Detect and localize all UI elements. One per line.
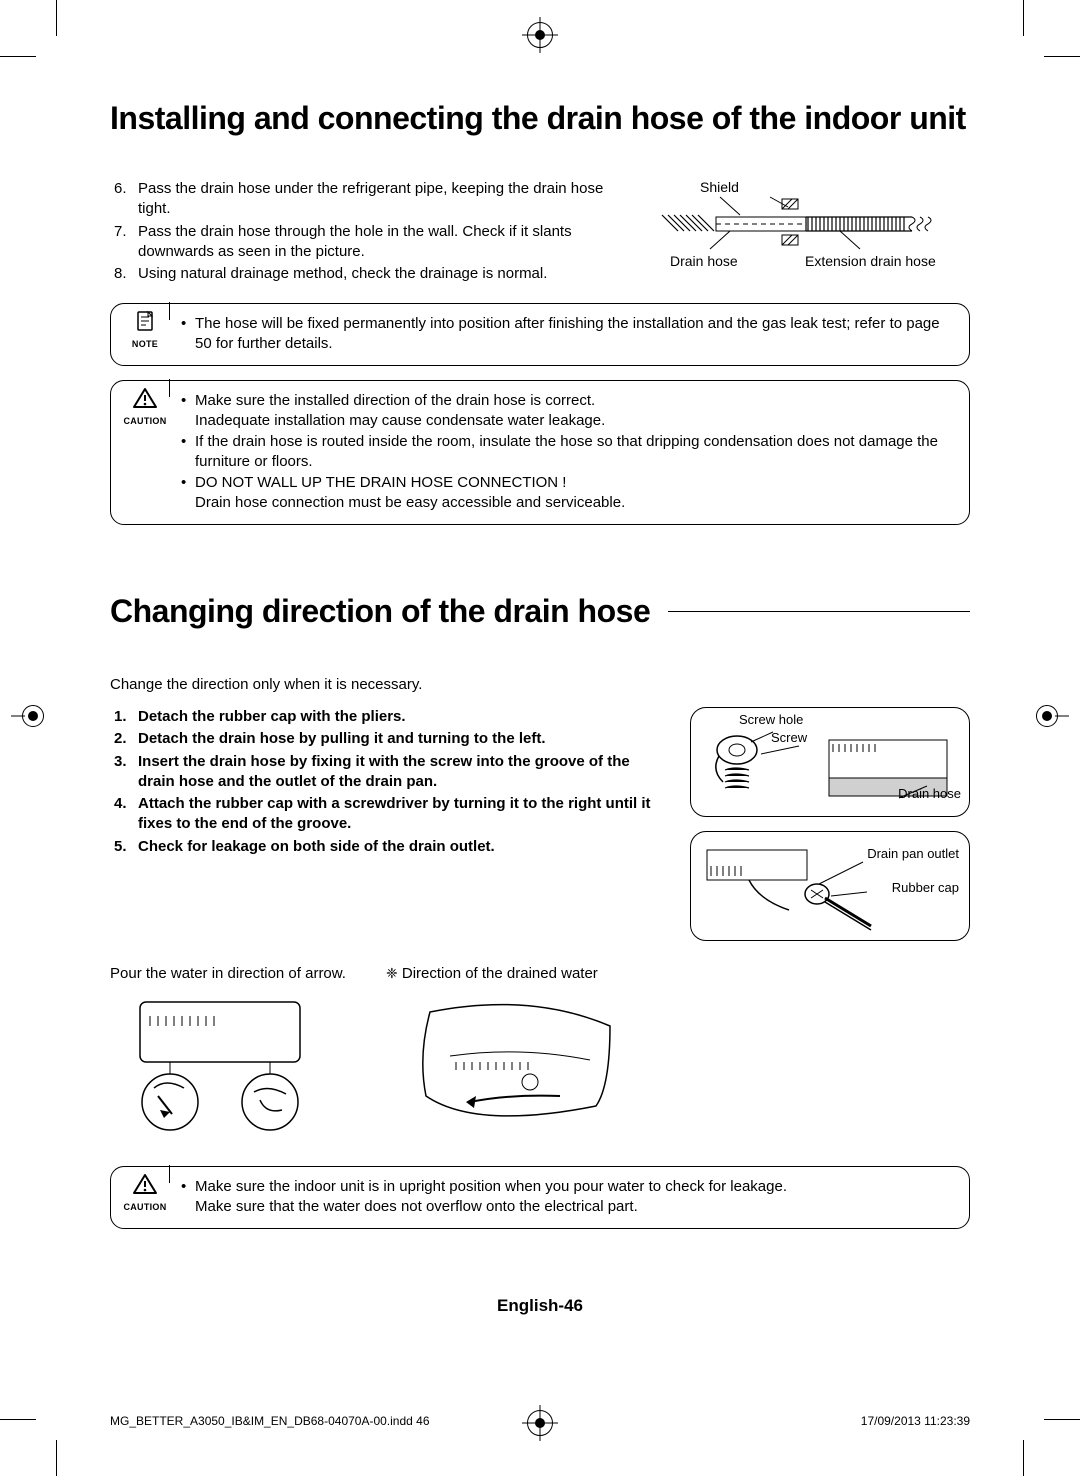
pour-left-text: Pour the water in direction of arrow. [110,965,346,982]
step-number: 4. [110,794,138,835]
steps-and-figures: 1.Detach the rubber cap with the pliers.… [110,707,970,941]
section-heading: Installing and connecting the drain hose… [110,100,966,137]
figure-label: Extension drain hose [805,253,936,269]
figure-label: Screw hole [739,712,803,727]
step-text: Detach the drain hose by pulling it and … [138,729,546,749]
step-number: 5. [110,837,138,857]
crop-mark [1023,1440,1024,1476]
crop-mark [1023,0,1024,36]
steps-and-figure: 6.Pass the drain hose under the refriger… [110,179,970,289]
figure-label: Drain hose [670,253,738,269]
caution-item: Make sure the installed direction of the… [181,391,955,430]
step-item: 5.Check for leakage on both side of the … [110,837,666,857]
figure-label: Shield [700,179,739,195]
pour-figure-right [410,992,630,1142]
callout-separator [169,379,170,397]
page-content: Installing and connecting the drain hose… [110,100,970,1316]
note-label: NOTE [132,339,158,349]
direction-symbol: ❈ [386,965,398,981]
step-item: 7.Pass the drain hose through the hole i… [110,222,622,263]
screw-figure: Screw hole Screw Drain hose [690,707,970,817]
pour-caption-row: Pour the water in direction of arrow. ❈ … [110,965,970,982]
pour-diagram-right [410,992,630,1142]
print-metadata: MG_BETTER_A3050_IB&IM_EN_DB68-04070A-00.… [110,1414,970,1428]
crop-mark [0,56,36,57]
caution-badge: CAUTION [123,1173,167,1216]
crop-mark [56,0,57,36]
step-number: 7. [110,222,138,263]
print-file: MG_BETTER_A3050_IB&IM_EN_DB68-04070A-00.… [110,1414,430,1428]
note-icon [134,310,156,332]
heading-rule [668,611,970,612]
caution-label: CAUTION [123,1202,166,1212]
note-callout: NOTE The hose will be fixed permanently … [110,303,970,366]
step-text: Insert the drain hose by fixing it with … [138,752,666,793]
intro-text: Change the direction only when it is nec… [110,676,970,693]
step-text: Using natural drainage method, check the… [138,264,547,284]
figure-label: Rubber cap [892,880,959,895]
crop-mark [1044,1419,1080,1420]
step-number: 1. [110,707,138,727]
pour-figures [110,992,970,1142]
crop-mark [0,1419,36,1420]
caution-icon [132,387,158,409]
figure-label: Screw [771,730,807,745]
note-list: The hose will be fixed permanently into … [181,314,955,353]
drain-hose-diagram [640,179,970,289]
step-text: Pass the drain hose under the refrigeran… [138,179,622,220]
caution-callout: CAUTION Make sure the indoor unit is in … [110,1166,970,1229]
pour-figure-left [110,992,330,1142]
step-list: 1.Detach the rubber cap with the pliers.… [110,707,666,857]
callout-separator [169,1165,170,1183]
registration-mark [22,705,44,727]
step-number: 6. [110,179,138,220]
print-date: 17/09/2013 11:23:39 [861,1414,970,1428]
step-number: 2. [110,729,138,749]
step-text: Pass the drain hose through the hole in … [138,222,622,263]
step-item: 6.Pass the drain hose under the refriger… [110,179,622,220]
caution-item: Make sure the indoor unit is in upright … [181,1177,955,1216]
pour-diagram-left [110,992,330,1142]
step-number: 8. [110,264,138,284]
caution-item: If the drain hose is routed inside the r… [181,432,955,471]
figure-label: Drain pan outlet [867,846,959,861]
registration-mark [527,22,553,48]
figure-label: Drain hose [898,786,961,801]
pour-right-text: ❈ Direction of the drained water [386,965,598,982]
note-item: The hose will be fixed permanently into … [181,314,955,353]
note-badge: NOTE [123,310,167,353]
crop-mark [56,1440,57,1476]
step-item: 2.Detach the drain hose by pulling it an… [110,729,666,749]
step-item: 3.Insert the drain hose by fixing it wit… [110,752,666,793]
section-title-row: Changing direction of the drain hose [110,593,970,636]
step-number: 3. [110,752,138,793]
page-footer: English-46 [110,1296,970,1316]
crop-mark [1044,56,1080,57]
caution-callout: CAUTION Make sure the installed directio… [110,380,970,525]
step-item: 4.Attach the rubber cap with a screwdriv… [110,794,666,835]
rubber-cap-figure: Drain pan outlet Rubber cap [690,831,970,941]
registration-mark [1036,705,1058,727]
caution-icon [132,1173,158,1195]
side-figures: Screw hole Screw Drain hose [690,707,970,941]
step-list: 6.Pass the drain hose under the refriger… [110,179,622,284]
step-text: Check for leakage on both side of the dr… [138,837,495,857]
step-item: 1.Detach the rubber cap with the pliers. [110,707,666,727]
section-heading: Changing direction of the drain hose [110,593,650,630]
section-title-row: Installing and connecting the drain hose… [110,100,970,143]
callout-separator [169,302,170,320]
step-text: Detach the rubber cap with the pliers. [138,707,406,727]
caution-list: Make sure the installed direction of the… [181,391,955,512]
step-item: 8.Using natural drainage method, check t… [110,264,622,284]
caution-list: Make sure the indoor unit is in upright … [181,1177,955,1216]
caution-item: DO NOT WALL UP THE DRAIN HOSE CONNECTION… [181,473,955,512]
caution-label: CAUTION [123,416,166,426]
step-text: Attach the rubber cap with a screwdriver… [138,794,666,835]
drain-hose-figure: Shield Drain hose Extension drain hose [640,179,970,289]
caution-badge: CAUTION [123,387,167,430]
